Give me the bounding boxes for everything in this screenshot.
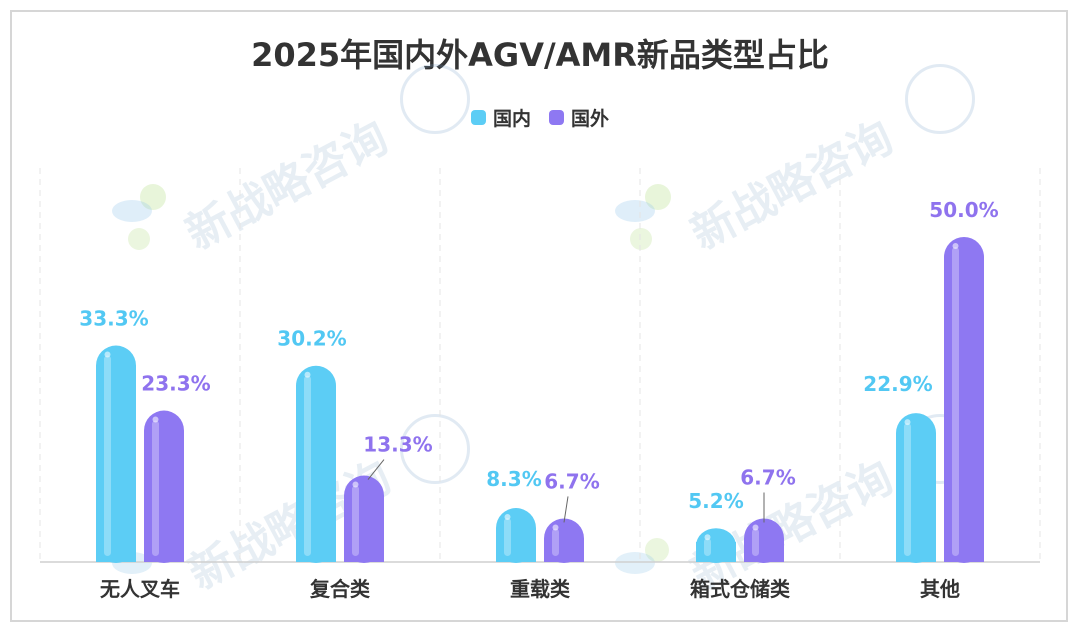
- bar-base-domestic: [296, 542, 336, 562]
- legend-swatch-foreign: [549, 110, 564, 125]
- bar-highlight-dot-domestic: [504, 514, 511, 521]
- bar-highlight-foreign: [552, 528, 559, 556]
- bar-highlight-foreign: [152, 420, 159, 556]
- bar-highlight-domestic: [504, 518, 511, 556]
- chart-frame: [10, 10, 1068, 622]
- legend-item-foreign: 国外: [549, 104, 609, 131]
- bar-domestic: [296, 365, 336, 563]
- leader-line: [367, 459, 385, 480]
- bar-base-foreign: [744, 542, 784, 562]
- bar-highlight-domestic: [304, 375, 311, 556]
- legend-item-domestic: 国内: [470, 104, 531, 131]
- bar-highlight-dot-domestic: [304, 371, 311, 378]
- bar-foreign: [344, 475, 384, 563]
- bar-highlight-foreign: [952, 247, 959, 556]
- bar-highlight-foreign: [752, 528, 759, 556]
- bar-base-domestic: [96, 542, 136, 562]
- bar-highlight-domestic: [104, 355, 111, 556]
- bar-foreign: [944, 237, 984, 563]
- bar-base-foreign: [544, 542, 584, 562]
- category-label: 其他: [920, 577, 960, 601]
- bar-domestic: [896, 413, 936, 563]
- legend-label-foreign: 国外: [571, 108, 610, 130]
- bar-highlight-dot-foreign: [152, 416, 159, 423]
- bar-highlight-dot-foreign: [952, 243, 959, 249]
- bar-highlight-domestic: [704, 538, 711, 556]
- category-label: 重载类: [510, 577, 570, 601]
- data-label-domestic: 33.3%: [79, 307, 148, 331]
- category-label: 箱式仓储类: [690, 577, 790, 601]
- data-label-domestic: 22.9%: [863, 372, 932, 396]
- data-label-domestic: 8.3%: [486, 467, 541, 491]
- leader-line: [563, 496, 569, 523]
- bar-base-domestic: [496, 542, 536, 562]
- bar-base-domestic: [896, 542, 936, 562]
- data-label-foreign: 23.3%: [141, 372, 210, 396]
- legend: 国内 国外: [0, 104, 1080, 131]
- chart-title: 2025年国内外AGV/AMR新品类型占比: [251, 36, 829, 74]
- bar-base-domestic: [696, 542, 736, 562]
- bar-highlight-foreign: [352, 485, 359, 556]
- category-label: 复合类: [309, 577, 370, 601]
- bar-highlight-dot-foreign: [552, 524, 559, 531]
- data-label-foreign: 50.0%: [929, 198, 998, 222]
- bar-highlight-dot-domestic: [704, 534, 711, 541]
- bar-highlight-dot-foreign: [752, 524, 759, 531]
- bar-highlight-dot-domestic: [104, 351, 111, 358]
- bar-highlight-dot-domestic: [904, 419, 911, 426]
- bar-base-foreign: [944, 542, 984, 562]
- data-label-domestic: 30.2%: [277, 327, 346, 351]
- bar-base-foreign: [144, 542, 184, 562]
- data-label-foreign: 6.7%: [544, 469, 599, 493]
- bar-highlight-dot-foreign: [352, 481, 359, 488]
- legend-swatch-domestic: [470, 110, 486, 125]
- data-label-foreign: 6.7%: [740, 465, 795, 489]
- data-label-foreign: 13.3%: [363, 433, 432, 457]
- bar-domestic: [96, 345, 136, 563]
- bar-foreign: [144, 410, 184, 563]
- bar-highlight-domestic: [904, 423, 911, 556]
- data-label-domestic: 5.2%: [688, 489, 743, 513]
- category-label: 无人叉车: [100, 577, 180, 601]
- legend-label-domestic: 国内: [492, 108, 531, 130]
- bar-base-foreign: [344, 542, 384, 562]
